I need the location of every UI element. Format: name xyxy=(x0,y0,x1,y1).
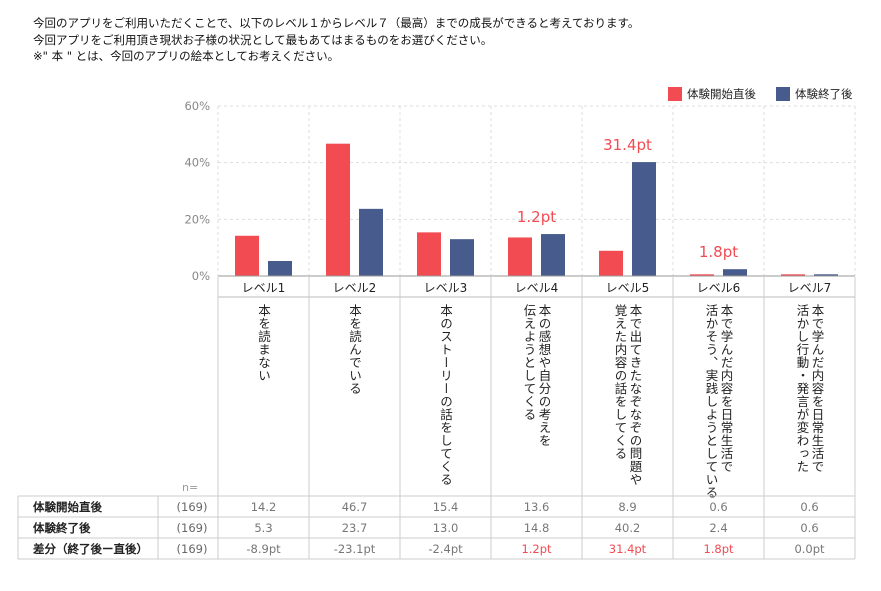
bar-after xyxy=(268,260,292,276)
category-description: 本のストーリーの話をしてくる xyxy=(438,304,453,486)
table-row-label: 体験終了後 xyxy=(33,521,91,535)
legend-item-after: 体験終了後 xyxy=(776,86,853,102)
category-label: レベル1 xyxy=(242,281,286,295)
table-cell-value: 13.0 xyxy=(433,521,459,535)
category-description: 活かし行動・発言が変わった xyxy=(795,304,810,473)
category-description: 伝えようとしてくる xyxy=(522,304,537,421)
table-row-label: 体験開始直後 xyxy=(33,500,102,514)
category-description: 本を読んでいる xyxy=(347,304,362,395)
table-cell-value: 31.4pt xyxy=(609,542,647,556)
legend-item-before: 体験開始直後 xyxy=(668,86,756,102)
bar-after xyxy=(723,269,747,276)
category-label: レベル4 xyxy=(515,281,559,295)
bar-before xyxy=(599,250,623,276)
legend-label-before: 体験開始直後 xyxy=(687,87,756,101)
bar-before xyxy=(235,235,259,276)
category-description: 本を読まない xyxy=(256,304,271,382)
table-cell-value: 0.6 xyxy=(800,521,818,535)
table-cell-value: 2.4 xyxy=(709,521,727,535)
bar-after xyxy=(450,239,474,276)
question-text: 今回のアプリをご利用いただくことで、以下のレベル１からレベル７（最高）までの成長… xyxy=(33,15,639,65)
y-tick-label: 60% xyxy=(184,99,210,113)
category-label: レベル5 xyxy=(606,281,650,295)
table-cell-value: 5.3 xyxy=(254,521,272,535)
question-line-2: 今回アプリをご利用頂き現状お子様の状況として最もあてはまるものをお選びください。 xyxy=(33,32,493,47)
table-cell-value: 1.2pt xyxy=(521,542,552,556)
table-cell-value: 40.2 xyxy=(615,521,641,535)
table-cell-value: 0.6 xyxy=(800,500,818,514)
y-tick-label: 40% xyxy=(184,156,210,170)
n-label: n= xyxy=(182,481,198,494)
category-description: 本の感想や自分の考えを xyxy=(537,304,552,447)
table-cell-value: 14.8 xyxy=(524,521,550,535)
table-cell-value: 14.2 xyxy=(251,500,277,514)
category-label: レベル2 xyxy=(333,281,377,295)
legend-label-after: 体験終了後 xyxy=(795,87,853,101)
y-tick-label: 0% xyxy=(192,269,210,283)
bar-before xyxy=(326,143,350,276)
bar-after xyxy=(359,208,383,276)
bar-before xyxy=(690,274,714,276)
table-cell-value: 15.4 xyxy=(433,500,459,514)
table-row-label: 差分（終了後ー直後） xyxy=(33,542,148,556)
table-n-value: (169) xyxy=(177,521,208,535)
bar-after xyxy=(814,274,838,276)
table-cell-value: 23.7 xyxy=(342,521,368,535)
question-line-3: ※" 本 " とは、今回のアプリの絵本としてお考えください。 xyxy=(33,49,340,63)
table-cell-value: -2.4pt xyxy=(428,542,463,556)
legend-swatch-before xyxy=(668,87,682,101)
category-description: 本で出てきたなぞなぞの問題や xyxy=(628,304,643,486)
bar-before xyxy=(508,237,532,276)
diff-annotation: 31.4pt xyxy=(603,136,652,154)
table-n-value: (169) xyxy=(177,542,208,556)
category-label: レベル6 xyxy=(697,281,741,295)
table-cell-value: 8.9 xyxy=(618,500,636,514)
category-description: 本で学んだ内容を日常生活で xyxy=(810,304,825,473)
bar-after xyxy=(632,162,656,276)
category-description: 覚えた内容の話をしてくる xyxy=(613,304,628,460)
table-cell-value: -23.1pt xyxy=(334,542,376,556)
bar-before xyxy=(417,232,441,276)
table-cell-value: 13.6 xyxy=(524,500,550,514)
legend-swatch-after xyxy=(776,87,790,101)
table-cell-value: 46.7 xyxy=(342,500,368,514)
table-n-value: (169) xyxy=(177,500,208,514)
diff-annotation: 1.8pt xyxy=(699,243,738,261)
bar-before xyxy=(781,274,805,276)
category-description: 活かそう、実践しようとしている xyxy=(704,304,719,499)
table-cell-value: 1.8pt xyxy=(703,542,734,556)
table-cell-value: 0.0pt xyxy=(794,542,825,556)
question-line-1: 今回のアプリをご利用いただくことで、以下のレベル１からレベル７（最高）までの成長… xyxy=(33,16,640,30)
diff-annotation: 1.2pt xyxy=(517,208,556,226)
table-cell-value: -8.9pt xyxy=(246,542,281,556)
y-tick-label: 20% xyxy=(184,212,210,226)
category-description: 本で学んだ内容を日常生活で xyxy=(719,304,734,473)
table-cell-value: 0.6 xyxy=(709,500,727,514)
bar-after xyxy=(541,234,565,276)
category-label: レベル3 xyxy=(424,281,468,295)
category-label: レベル7 xyxy=(788,281,832,295)
